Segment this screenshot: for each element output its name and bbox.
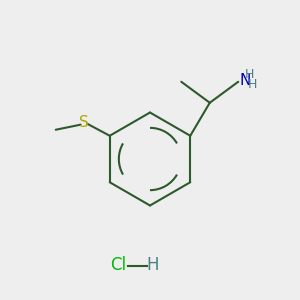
Text: S: S — [80, 115, 89, 130]
Text: H: H — [245, 68, 254, 81]
Text: Cl: Cl — [110, 256, 127, 274]
Text: H: H — [248, 78, 257, 91]
Text: N: N — [239, 73, 250, 88]
Text: H: H — [147, 256, 159, 274]
